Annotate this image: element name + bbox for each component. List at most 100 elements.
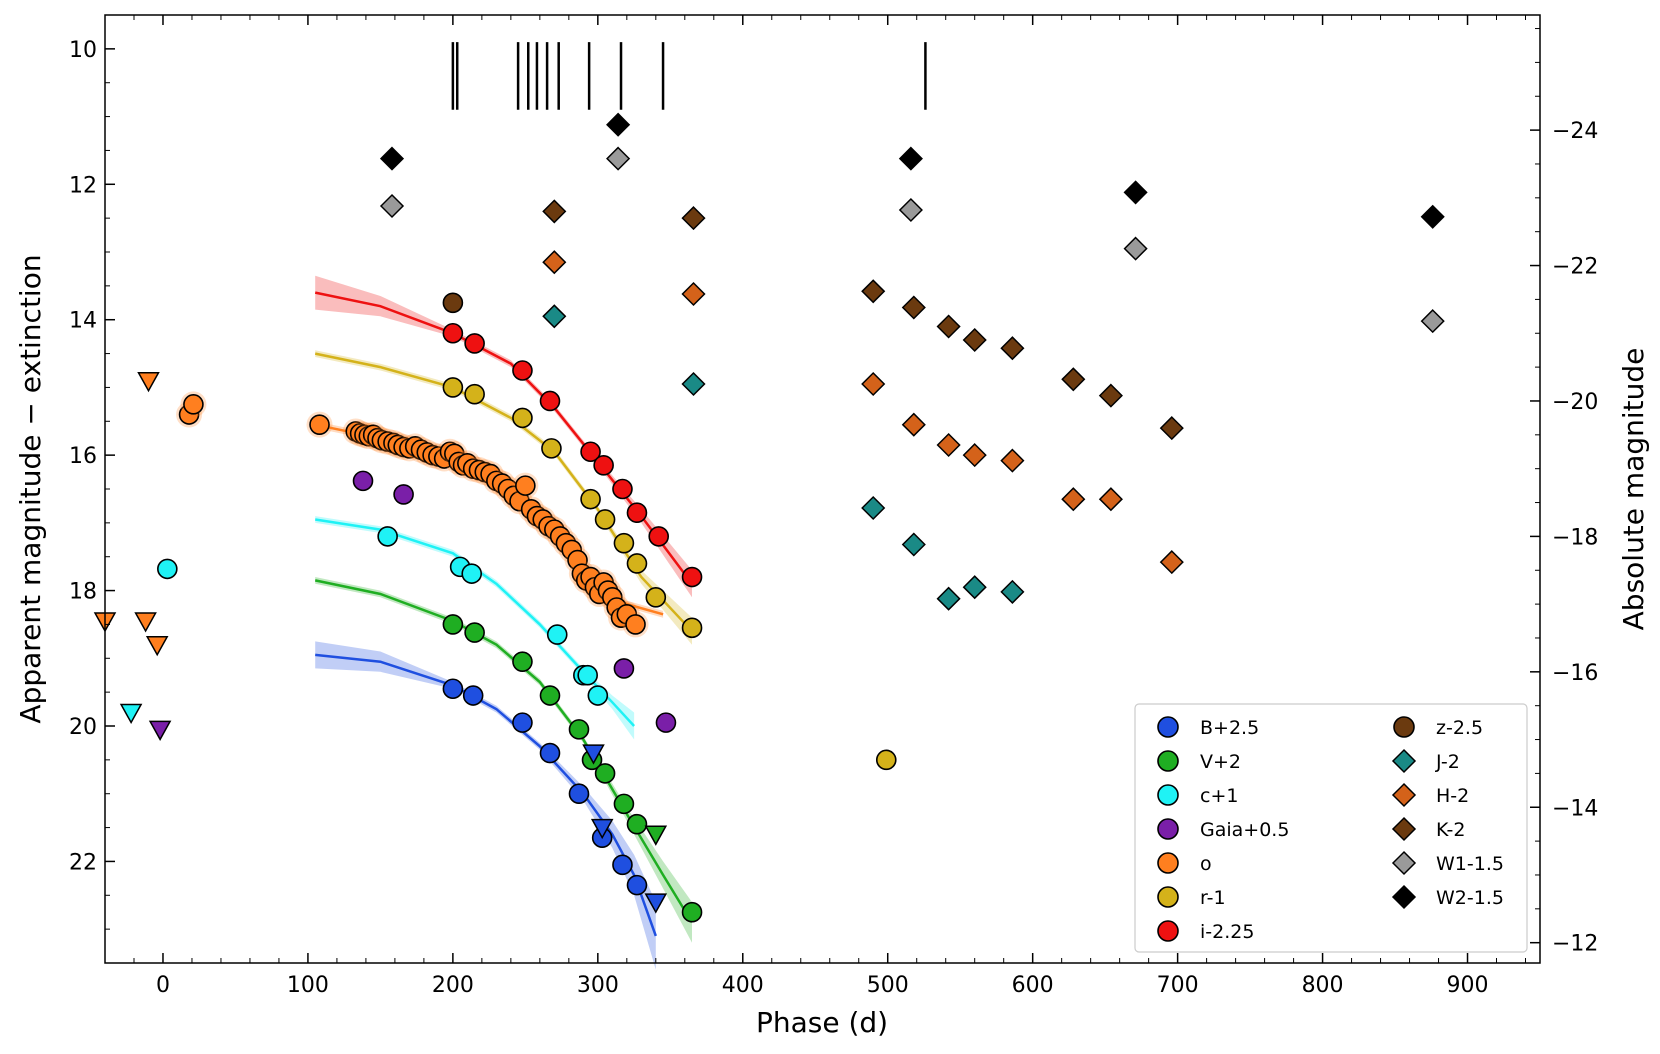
data-point-h-2	[936, 432, 961, 458]
data-point-k-2	[901, 295, 926, 320]
fit-curve-v-2	[314, 579, 694, 924]
data-point-v-2	[568, 719, 590, 740]
x-tick-label: 100	[287, 973, 329, 998]
upper-limit-o	[145, 635, 169, 657]
legend-label: z-2.5	[1436, 717, 1483, 739]
legend-marker-gaia-0-5	[1157, 818, 1179, 840]
data-point-r-1	[626, 553, 648, 574]
data-point-o	[515, 475, 536, 496]
data-point-r-1	[580, 488, 601, 510]
series-j-2	[542, 304, 1025, 611]
data-point-b-2-5	[539, 742, 561, 764]
y-tick-label: 16	[69, 444, 97, 469]
data-point-h-2	[861, 371, 886, 397]
series-h-2	[542, 250, 1184, 575]
y2-tick-label: −18	[1552, 525, 1598, 550]
y2-tick-label: −16	[1552, 661, 1598, 686]
data-point-j-2	[1000, 579, 1025, 604]
series-gaia-0-5	[352, 470, 677, 733]
y-tick-label: 22	[69, 850, 97, 875]
data-point-v-2	[594, 763, 616, 784]
legend-item-v-2: V+2	[1157, 750, 1241, 773]
data-point-j-2	[901, 532, 926, 557]
data-point-k-2	[1159, 416, 1184, 441]
legend-marker-v-2	[1157, 750, 1179, 772]
data-point-w1-1-5	[606, 146, 631, 171]
legend-label: o	[1200, 853, 1212, 875]
legend-item-b-2-5: B+2.5	[1157, 716, 1259, 739]
legend-label: H-2	[1436, 785, 1469, 807]
data-point-i-2-25	[539, 390, 561, 412]
data-point-v-2	[681, 901, 703, 923]
legend-label: i-2.25	[1200, 921, 1254, 943]
data-point-w2-1-5	[1123, 180, 1148, 205]
data-point-j-2	[962, 575, 987, 600]
y-tick-label: 20	[69, 715, 97, 740]
upper-limit-b-2-5	[644, 893, 668, 914]
y-tick-label: 18	[69, 580, 97, 605]
data-point-v-2	[626, 813, 648, 835]
y-axis-title: Apparent magnitude − extinction	[14, 254, 47, 723]
data-point-i-2-25	[580, 441, 601, 463]
data-point-o	[625, 614, 646, 635]
data-point-w2-1-5	[379, 146, 405, 171]
data-point-k-2	[936, 314, 961, 339]
x-tick-label: 800	[1302, 973, 1344, 998]
data-point-b-2-5	[462, 685, 484, 706]
legend-item-h-2: H-2	[1391, 782, 1469, 808]
y-tick-label: 10	[69, 38, 97, 63]
x-tick-label: 500	[867, 973, 909, 998]
data-point-k-2	[1098, 383, 1123, 408]
data-point-r-1	[875, 749, 897, 771]
data-point-j-2	[542, 304, 567, 329]
data-point-k-2	[681, 206, 706, 231]
data-point-h-2	[1061, 487, 1086, 512]
data-point-k-2	[1000, 336, 1025, 361]
data-point-i-2-25	[681, 566, 703, 588]
x-tick-label: 300	[577, 973, 619, 998]
data-point-i-2-25	[593, 454, 614, 476]
y2-tick-label: −14	[1552, 796, 1598, 821]
data-point-i-2-25	[442, 322, 464, 344]
x-tick-label: 200	[432, 973, 474, 998]
data-point-r-1	[594, 509, 616, 530]
data-point-c-1	[377, 526, 398, 547]
upper-limit-v-2	[148, 720, 172, 741]
fit-band-i-2-25	[315, 275, 692, 598]
legend-marker-k-2	[1391, 816, 1417, 842]
series-z-2-5	[442, 292, 464, 314]
y-tick-label: 14	[69, 309, 97, 334]
legend-item-r-1: r-1	[1157, 886, 1226, 909]
spectra-epoch-markers	[451, 42, 927, 110]
data-point-r-1	[681, 617, 703, 639]
data-point-v-2	[442, 614, 464, 635]
data-point-b-2-5	[568, 783, 590, 805]
legend-marker-h-2	[1391, 782, 1417, 808]
data-point-o	[309, 414, 330, 435]
data-point-i-2-25	[626, 502, 648, 524]
legend-item-i-2-25: i-2.25	[1157, 920, 1254, 943]
x-axis-title: Phase (d)	[756, 1006, 888, 1039]
upper-limit-o	[134, 612, 157, 633]
data-point-h-2	[1098, 487, 1123, 512]
data-point-gaia-0-5	[655, 712, 677, 733]
legend-item-o: o	[1157, 852, 1212, 875]
series-b-2-5	[442, 678, 648, 896]
data-point-w2-1-5	[1420, 204, 1445, 229]
legend-item-w1-1-5: W1-1.5	[1391, 850, 1504, 876]
upper-limit-v-2	[644, 825, 668, 846]
legend-label: J-2	[1435, 751, 1460, 773]
legend-label: K-2	[1436, 819, 1465, 841]
data-point-i-2-25	[464, 333, 485, 354]
legend-marker-i-2-25	[1157, 920, 1179, 942]
x-tick-label: 700	[1157, 973, 1199, 998]
legend-label: c+1	[1200, 785, 1238, 807]
data-point-o	[183, 394, 204, 415]
data-point-w1-1-5	[898, 197, 923, 223]
upper-limit-c-1	[119, 703, 143, 725]
legend-marker-b-2-5	[1157, 716, 1179, 738]
legend-item-c-1: c+1	[1157, 784, 1238, 807]
data-point-w1-1-5	[1420, 309, 1445, 334]
data-point-c-1	[157, 558, 178, 580]
